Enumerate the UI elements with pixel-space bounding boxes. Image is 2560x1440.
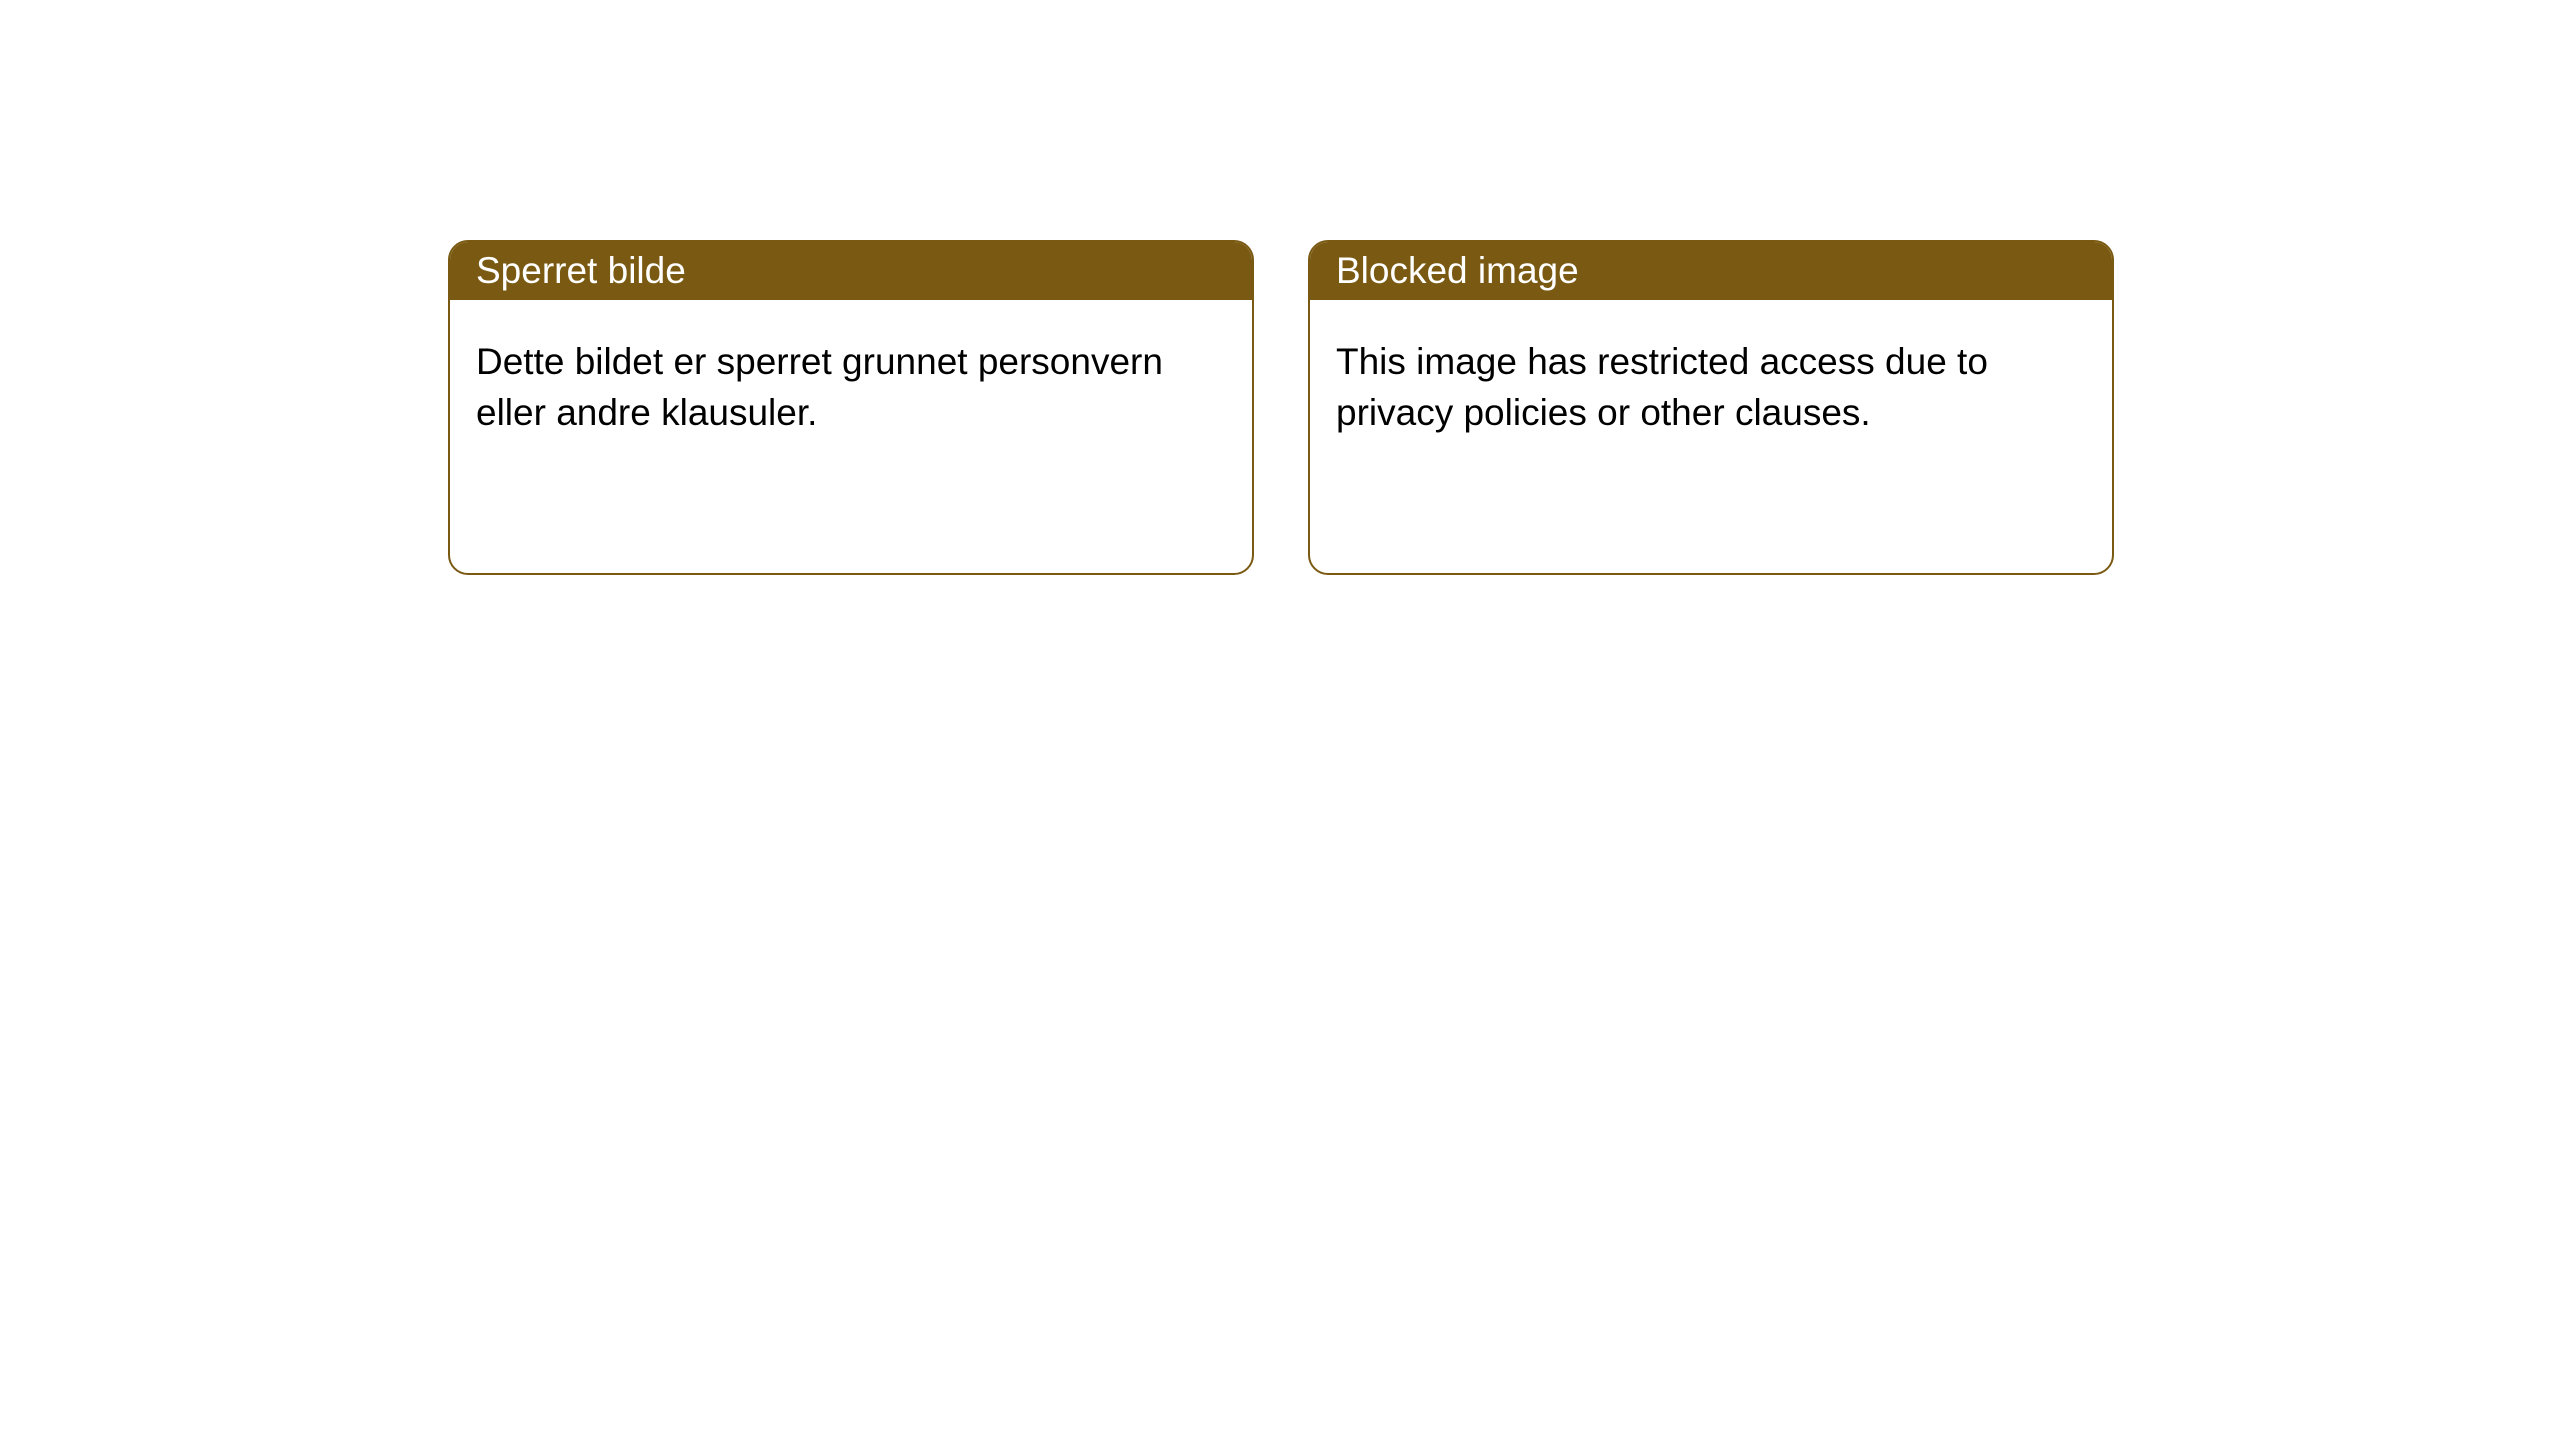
notice-card-english: Blocked image This image has restricted … <box>1308 240 2114 575</box>
notice-card-header: Sperret bilde <box>450 242 1252 300</box>
notice-card-norwegian: Sperret bilde Dette bildet er sperret gr… <box>448 240 1254 575</box>
notice-card-header: Blocked image <box>1310 242 2112 300</box>
notice-card-body: This image has restricted access due to … <box>1310 300 2112 474</box>
notice-card-body: Dette bildet er sperret grunnet personve… <box>450 300 1252 474</box>
notice-cards-container: Sperret bilde Dette bildet er sperret gr… <box>0 0 2560 575</box>
